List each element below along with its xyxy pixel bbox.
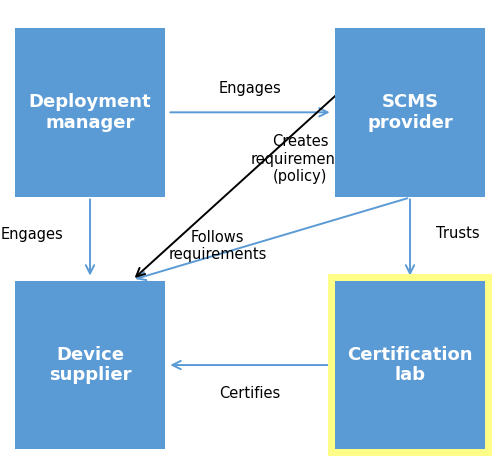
Text: Certifies: Certifies [220,386,280,401]
Text: SCMS
provider: SCMS provider [367,93,453,132]
Text: Engages: Engages [218,81,282,96]
Bar [15,28,165,197]
Bar [335,281,485,449]
Bar [15,281,165,449]
Text: Device
supplier: Device supplier [49,346,131,384]
Text: Engages: Engages [1,227,64,241]
Text: Certification
lab: Certification lab [347,346,473,384]
Text: Trusts: Trusts [436,227,480,241]
Bar [328,274,492,456]
Text: Creates
requirements
(policy): Creates requirements (policy) [251,134,349,184]
Text: Deployment
manager: Deployment manager [28,93,152,132]
Bar [335,28,485,197]
Text: Follows
requirements: Follows requirements [168,229,266,262]
